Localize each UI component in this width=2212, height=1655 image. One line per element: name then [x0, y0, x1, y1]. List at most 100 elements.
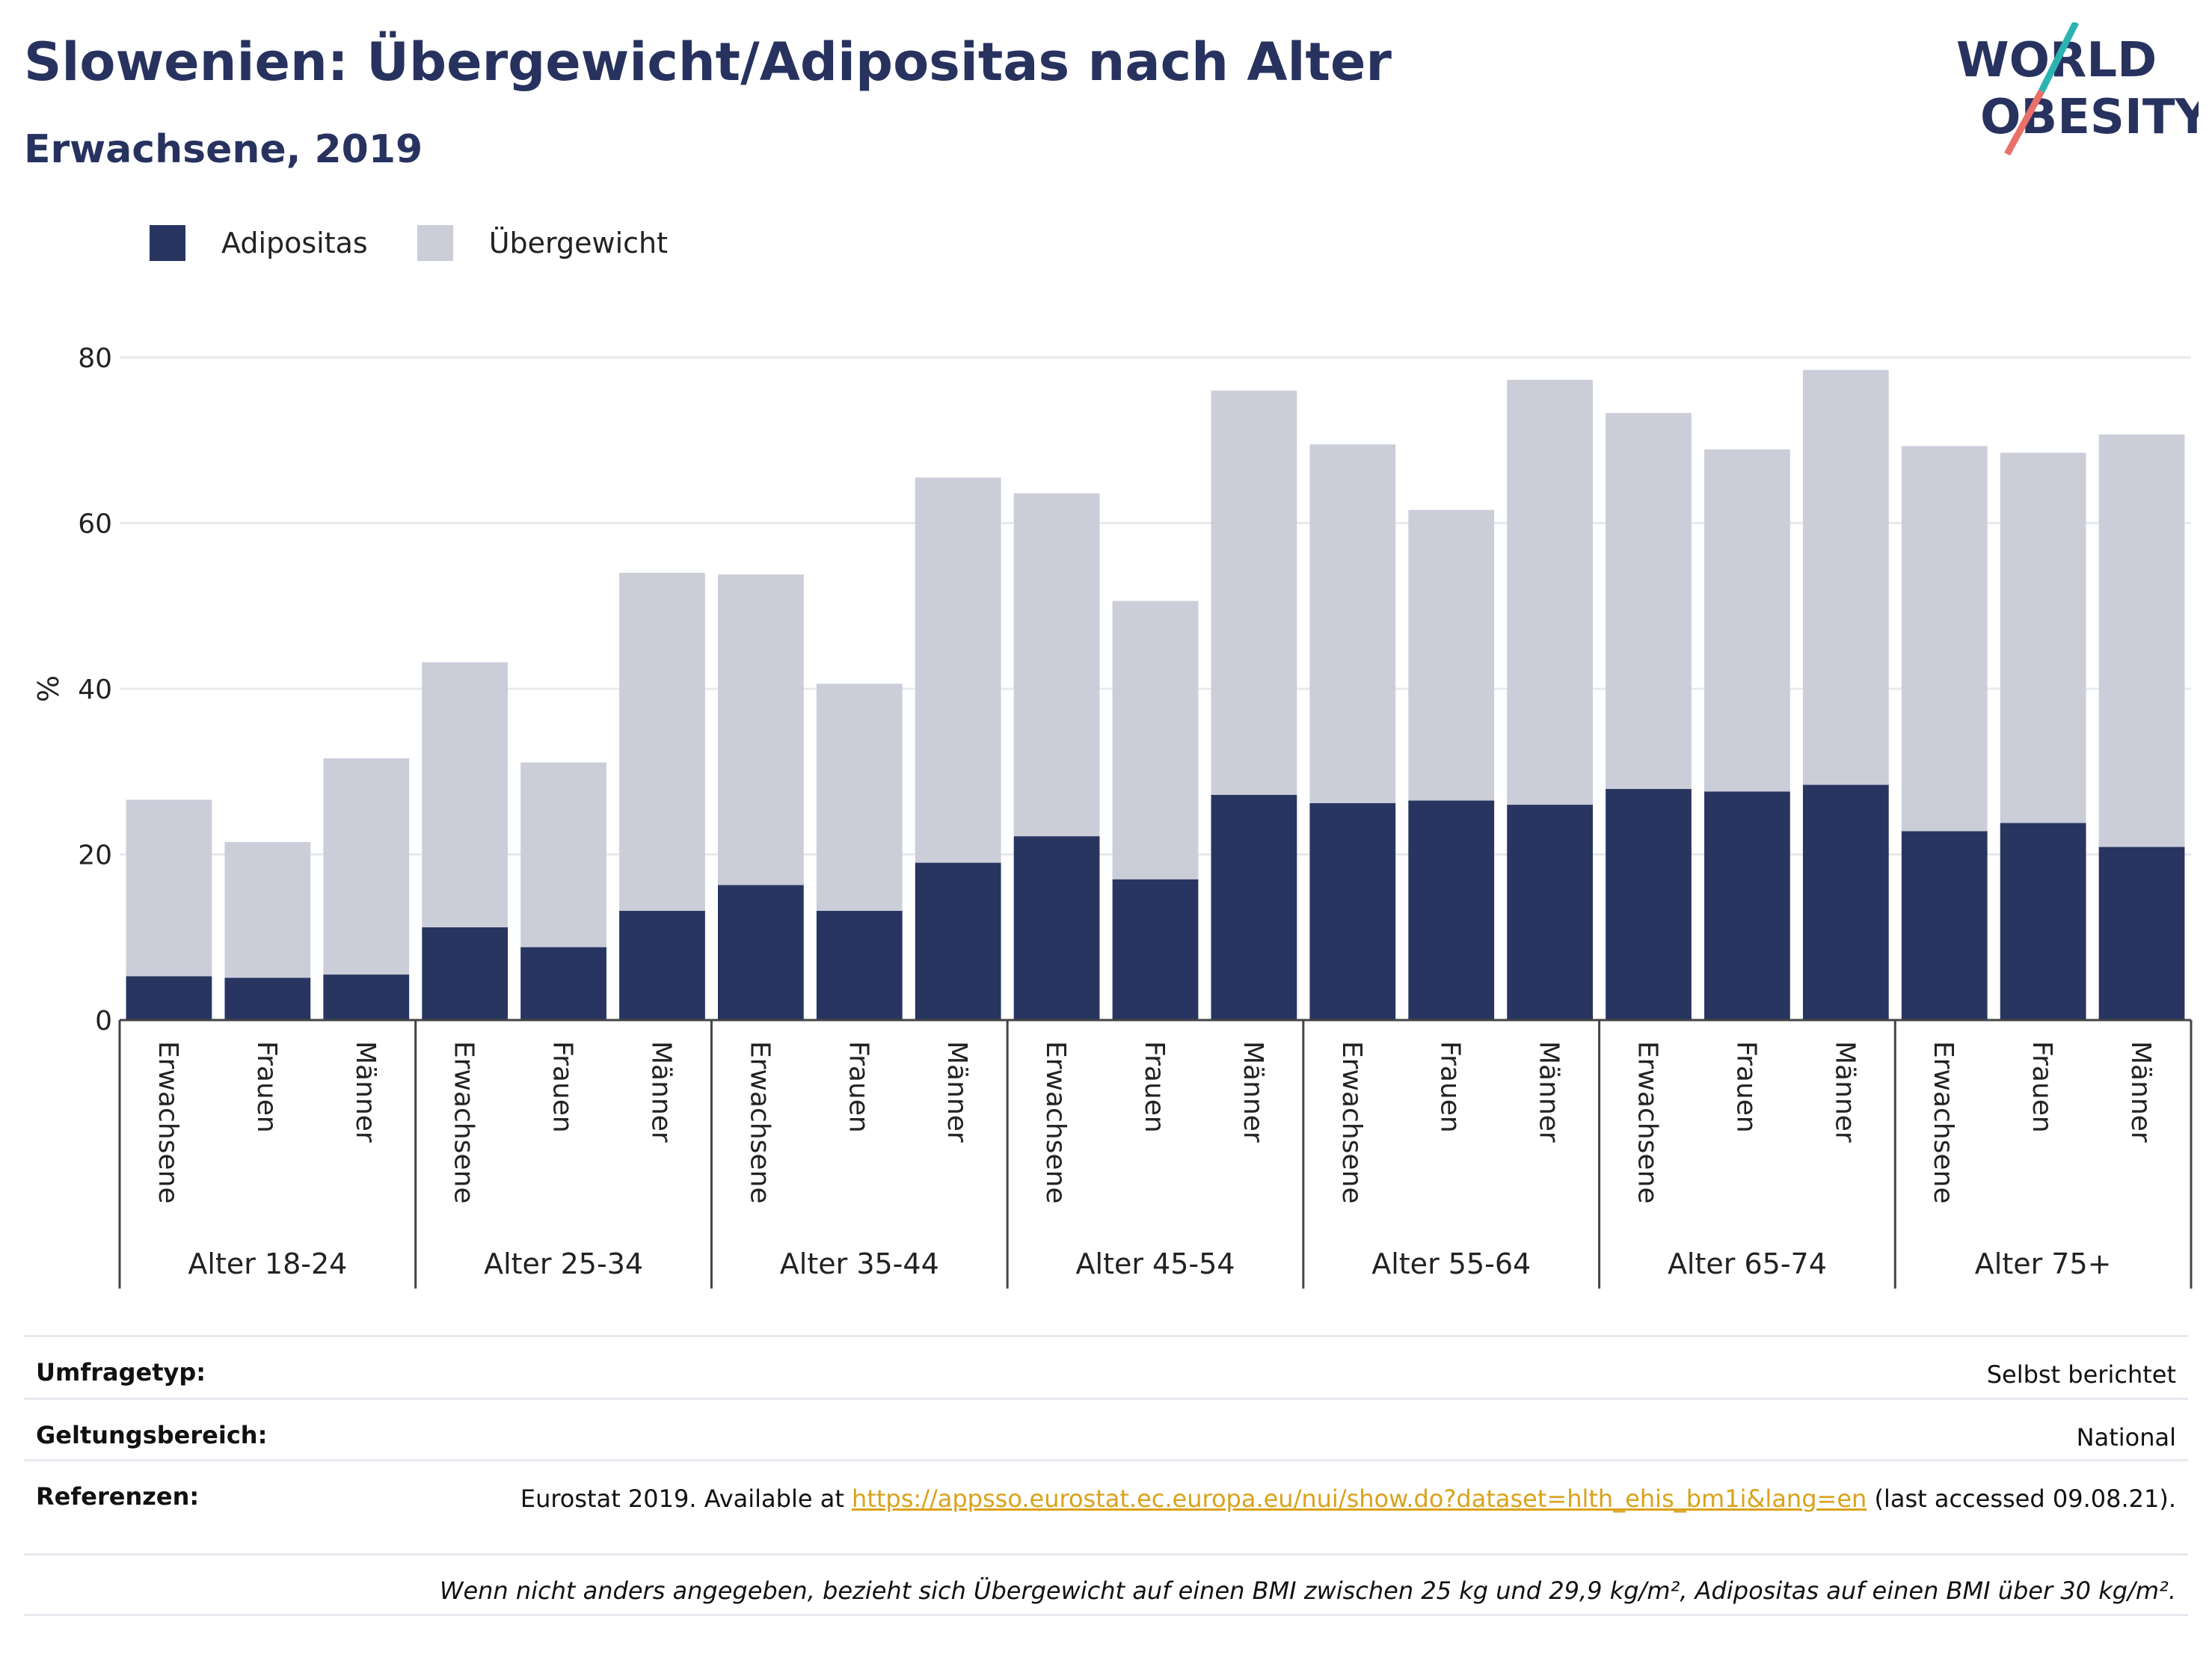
x-tick-label-9: Erwachsene — [1040, 1041, 1071, 1204]
x-tick-label-10: Frauen — [1139, 1041, 1170, 1133]
bar-uebergewicht-17 — [1802, 369, 1889, 785]
survey-label: Umfragetyp: — [36, 1358, 206, 1387]
scope-value: National — [2076, 1423, 2176, 1452]
y-tick-label-0: 0 — [95, 1006, 112, 1037]
bar-adipositas-14 — [1507, 805, 1593, 1020]
y-tick-label-60: 60 — [78, 509, 112, 540]
x-tick-label-3: Erwachsene — [449, 1041, 479, 1204]
y-axis-label: % — [32, 675, 65, 702]
chart-subtitle: Erwachsene, 2019 — [24, 127, 423, 172]
bar-uebergewicht-12 — [1309, 444, 1396, 803]
bar-uebergewicht-16 — [1704, 449, 1790, 792]
bar-uebergewicht-13 — [1408, 509, 1495, 801]
legend-swatch-uebergewicht — [417, 225, 453, 261]
x-tick-label-14: Männer — [1534, 1041, 1564, 1143]
x-tick-label-8: Männer — [941, 1041, 972, 1143]
bmi-note: Wenn nicht anders angegeben, bezieht sic… — [439, 1576, 2176, 1605]
bar-adipositas-7 — [816, 910, 903, 1020]
x-tick-label-18: Erwachsene — [1928, 1041, 1958, 1204]
bar-uebergewicht-14 — [1507, 379, 1593, 805]
bar-adipositas-3 — [422, 927, 509, 1020]
group-label-1: Alter 25-34 — [484, 1247, 643, 1280]
legend-swatch-adipositas — [150, 225, 185, 261]
bar-adipositas-16 — [1704, 791, 1790, 1020]
bar-adipositas-6 — [718, 885, 804, 1020]
references-prefix: Eurostat 2019. Available at — [520, 1484, 852, 1513]
bar-uebergewicht-8 — [915, 477, 1001, 863]
x-tick-label-20: Männer — [2125, 1041, 2156, 1143]
x-tick-label-16: Frauen — [1730, 1041, 1761, 1133]
survey-value: Selbst berichtet — [1986, 1360, 2176, 1389]
bar-uebergewicht-15 — [1606, 413, 1692, 790]
references-value: Eurostat 2019. Available at https://apps… — [520, 1482, 2176, 1515]
references-suffix: (last accessed 09.08.21). — [1867, 1484, 2176, 1513]
scope-label: Geltungsbereich: — [36, 1421, 268, 1449]
stacked-bar-chart: 0 20 40 60 80% Erwachsene Frauen Männer Erwachse… — [32, 343, 2193, 1289]
references-link[interactable]: https://appsso.eurostat.ec.europa.eu/nui… — [852, 1484, 1867, 1513]
group-label-4: Alter 55-64 — [1371, 1247, 1531, 1280]
bar-uebergewicht-0 — [126, 799, 212, 977]
bar-adipositas-8 — [915, 862, 1001, 1020]
y-tick-label-40: 40 — [78, 675, 112, 705]
bar-uebergewicht-1 — [224, 841, 311, 978]
x-tick-label-19: Frauen — [2027, 1041, 2057, 1133]
bar-uebergewicht-20 — [2098, 434, 2185, 847]
bar-adipositas-19 — [2000, 823, 2086, 1020]
bar-uebergewicht-11 — [1211, 390, 1297, 795]
x-tick-label-1: Frauen — [251, 1041, 282, 1133]
group-label-5: Alter 65-74 — [1668, 1247, 1827, 1280]
x-tick-label-12: Erwachsene — [1336, 1041, 1367, 1204]
y-tick-label-20: 20 — [78, 841, 112, 871]
world-obesity-logo: WORLD OBESITY — [1956, 22, 2199, 156]
x-tick-label-7: Frauen — [843, 1041, 873, 1133]
bar-uebergewicht-7 — [816, 684, 903, 911]
group-label-3: Alter 45-54 — [1076, 1247, 1235, 1280]
chart-legend: Adipositas Übergewicht — [150, 221, 717, 265]
bar-adipositas-15 — [1606, 789, 1692, 1020]
group-label-6: Alter 75+ — [1975, 1247, 2112, 1280]
meta-row-references: Referenzen: Eurostat 2019. Available at … — [24, 1459, 2188, 1553]
meta-row-survey: Umfragetyp: Selbst berichtet — [24, 1335, 2188, 1398]
legend-item-uebergewicht: Übergewicht — [417, 225, 668, 261]
legend-label-adipositas: Adipositas — [221, 227, 368, 260]
bar-adipositas-2 — [323, 974, 410, 1020]
chart-title: Slowenien: Übergewicht/Adipositas nach A… — [24, 31, 1392, 93]
bar-adipositas-18 — [1901, 831, 1988, 1020]
bar-adipositas-17 — [1802, 784, 1889, 1020]
bar-adipositas-12 — [1309, 802, 1396, 1020]
bar-uebergewicht-10 — [1112, 601, 1199, 879]
x-tick-label-13: Frauen — [1435, 1041, 1466, 1133]
meta-table: Umfragetyp: Selbst berichtet Geltungsber… — [24, 1335, 2188, 1616]
bar-uebergewicht-3 — [422, 662, 509, 927]
bar-adipositas-0 — [126, 976, 212, 1020]
legend-label-uebergewicht: Übergewicht — [488, 227, 668, 260]
bar-adipositas-5 — [619, 910, 705, 1020]
x-tick-label-4: Frauen — [547, 1041, 578, 1133]
bar-adipositas-20 — [2098, 847, 2185, 1020]
bar-uebergewicht-18 — [1901, 446, 1988, 832]
x-tick-label-17: Männer — [1829, 1041, 1860, 1143]
bar-uebergewicht-4 — [520, 762, 606, 948]
y-tick-label-80: 80 — [78, 343, 112, 374]
bar-adipositas-9 — [1013, 836, 1100, 1020]
bar-adipositas-4 — [520, 947, 606, 1020]
bar-uebergewicht-2 — [323, 758, 410, 975]
group-label-0: Alter 18-24 — [188, 1247, 347, 1280]
bar-adipositas-11 — [1211, 794, 1297, 1020]
bar-adipositas-1 — [224, 977, 311, 1020]
x-tick-label-11: Männer — [1238, 1041, 1268, 1143]
meta-row-note: Wenn nicht anders angegeben, bezieht sic… — [24, 1553, 2188, 1616]
x-tick-label-0: Erwachsene — [153, 1041, 183, 1204]
legend-item-adipositas: Adipositas — [150, 225, 368, 261]
group-label-2: Alter 35-44 — [780, 1247, 939, 1280]
references-label: Referenzen: — [36, 1482, 200, 1511]
x-tick-label-2: Männer — [350, 1041, 381, 1143]
x-tick-label-6: Erwachsene — [744, 1041, 775, 1204]
bar-uebergewicht-19 — [2000, 452, 2086, 823]
bar-uebergewicht-6 — [718, 574, 804, 885]
bar-uebergewicht-9 — [1013, 493, 1100, 837]
x-tick-label-15: Erwachsene — [1632, 1041, 1663, 1204]
bar-adipositas-10 — [1112, 879, 1199, 1020]
x-tick-label-5: Männer — [645, 1041, 676, 1143]
bar-uebergewicht-5 — [619, 572, 705, 911]
